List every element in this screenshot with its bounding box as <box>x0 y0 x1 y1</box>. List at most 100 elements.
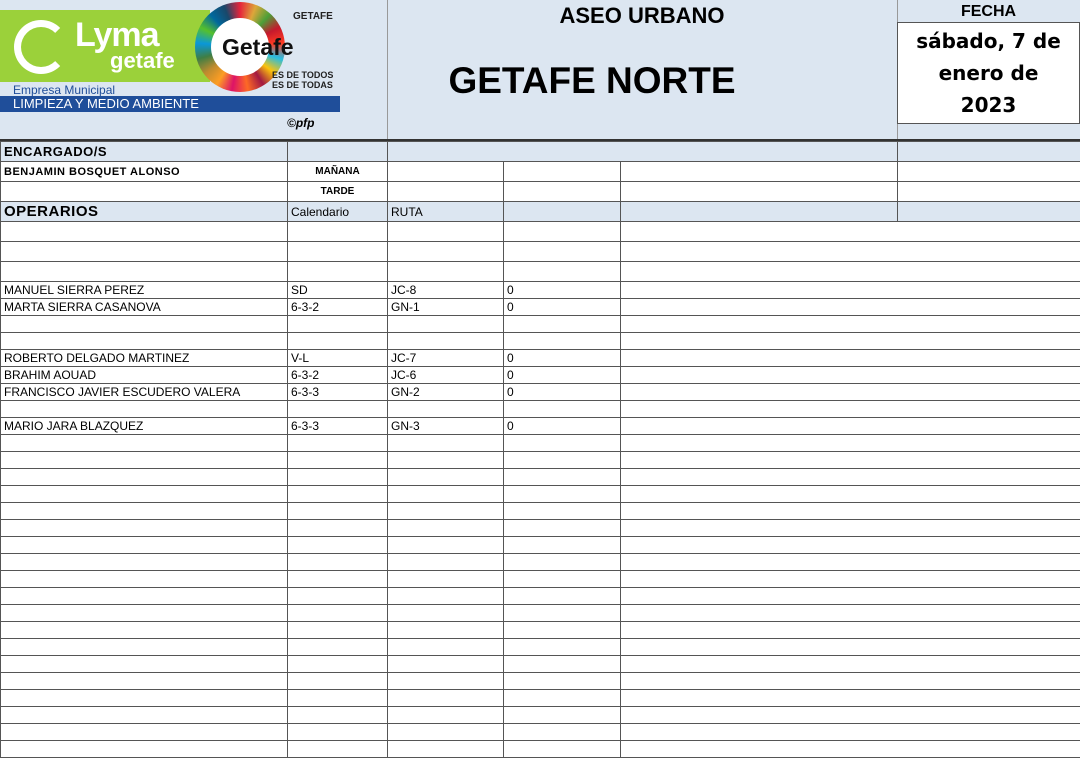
calendario-cell[interactable] <box>288 724 388 741</box>
calendario-cell[interactable] <box>288 435 388 452</box>
calendario-cell[interactable] <box>288 242 388 262</box>
ruta-cell[interactable] <box>388 452 504 469</box>
operario-name[interactable] <box>1 588 288 605</box>
encargado-name[interactable]: BENJAMIN BOSQUET ALONSO <box>1 162 288 182</box>
notes-cell[interactable] <box>621 282 1080 299</box>
notes-cell[interactable] <box>621 605 1080 622</box>
value-cell[interactable] <box>504 520 621 537</box>
operario-name[interactable] <box>1 571 288 588</box>
notes-cell[interactable] <box>621 299 1080 316</box>
calendario-cell[interactable] <box>288 707 388 724</box>
ruta-cell[interactable] <box>388 537 504 554</box>
calendario-cell[interactable] <box>288 605 388 622</box>
calendario-cell[interactable] <box>288 486 388 503</box>
ruta-cell[interactable] <box>388 571 504 588</box>
value-cell[interactable] <box>504 222 621 242</box>
calendario-cell[interactable] <box>288 503 388 520</box>
calendario-cell[interactable] <box>288 622 388 639</box>
calendario-cell[interactable] <box>288 656 388 673</box>
calendario-cell[interactable] <box>288 520 388 537</box>
operario-name[interactable]: MARTA SIERRA CASANOVA <box>1 299 288 316</box>
notes-cell[interactable] <box>621 401 1080 418</box>
calendario-cell[interactable]: 6-3-2 <box>288 367 388 384</box>
notes-cell[interactable] <box>621 673 1080 690</box>
ruta-cell[interactable]: GN-3 <box>388 418 504 435</box>
ruta-cell[interactable] <box>388 262 504 282</box>
operario-name[interactable] <box>1 242 288 262</box>
notes-cell[interactable] <box>621 537 1080 554</box>
notes-cell[interactable] <box>621 741 1080 758</box>
value-cell[interactable] <box>504 707 621 724</box>
notes-cell[interactable] <box>621 503 1080 520</box>
operario-name[interactable]: BRAHIM AOUAD <box>1 367 288 384</box>
notes-cell[interactable] <box>621 486 1080 503</box>
calendario-cell[interactable] <box>288 537 388 554</box>
operario-name[interactable] <box>1 401 288 418</box>
notes-cell[interactable] <box>621 690 1080 707</box>
operario-name[interactable] <box>1 452 288 469</box>
ruta-cell[interactable] <box>388 242 504 262</box>
notes-cell[interactable] <box>621 316 1080 333</box>
ruta-cell[interactable] <box>388 605 504 622</box>
notes-cell[interactable] <box>621 622 1080 639</box>
ruta-cell[interactable] <box>388 724 504 741</box>
value-cell[interactable] <box>504 622 621 639</box>
notes-cell[interactable] <box>621 639 1080 656</box>
ruta-cell[interactable] <box>388 622 504 639</box>
value-cell[interactable] <box>504 486 621 503</box>
notes-cell[interactable] <box>621 707 1080 724</box>
value-cell[interactable]: 0 <box>504 418 621 435</box>
notes-cell[interactable] <box>621 242 1080 262</box>
calendario-cell[interactable] <box>288 588 388 605</box>
calendario-cell[interactable] <box>288 690 388 707</box>
operario-name[interactable] <box>1 622 288 639</box>
ruta-cell[interactable] <box>388 316 504 333</box>
ruta-cell[interactable] <box>388 588 504 605</box>
notes-cell[interactable] <box>621 333 1080 350</box>
ruta-cell[interactable]: JC-6 <box>388 367 504 384</box>
calendario-cell[interactable] <box>288 262 388 282</box>
value-cell[interactable] <box>504 262 621 282</box>
value-cell[interactable]: 0 <box>504 299 621 316</box>
calendario-cell[interactable] <box>288 639 388 656</box>
notes-cell[interactable] <box>621 469 1080 486</box>
ruta-cell[interactable] <box>388 707 504 724</box>
value-cell[interactable] <box>504 605 621 622</box>
operario-name[interactable]: ROBERTO DELGADO MARTINEZ <box>1 350 288 367</box>
notes-cell[interactable] <box>621 222 1080 242</box>
value-cell[interactable] <box>504 639 621 656</box>
calendario-cell[interactable]: V-L <box>288 350 388 367</box>
calendario-cell[interactable] <box>288 469 388 486</box>
operario-name[interactable]: FRANCISCO JAVIER ESCUDERO VALERA <box>1 384 288 401</box>
operario-name[interactable]: MARIO JARA BLAZQUEZ <box>1 418 288 435</box>
calendario-cell[interactable] <box>288 571 388 588</box>
value-cell[interactable]: 0 <box>504 384 621 401</box>
value-cell[interactable] <box>504 242 621 262</box>
ruta-cell[interactable] <box>388 741 504 758</box>
value-cell[interactable] <box>504 316 621 333</box>
calendario-cell[interactable]: 6-3-3 <box>288 418 388 435</box>
value-cell[interactable] <box>504 656 621 673</box>
operario-name[interactable] <box>1 707 288 724</box>
operario-name[interactable] <box>1 520 288 537</box>
operario-name[interactable] <box>1 605 288 622</box>
notes-cell[interactable] <box>621 262 1080 282</box>
notes-cell[interactable] <box>621 588 1080 605</box>
operario-name[interactable] <box>1 554 288 571</box>
value-cell[interactable] <box>504 554 621 571</box>
ruta-cell[interactable] <box>388 435 504 452</box>
notes-cell[interactable] <box>621 367 1080 384</box>
notes-cell[interactable] <box>621 724 1080 741</box>
value-cell[interactable] <box>504 435 621 452</box>
value-cell[interactable] <box>504 724 621 741</box>
operario-name[interactable] <box>1 673 288 690</box>
ruta-cell[interactable] <box>388 690 504 707</box>
fecha-value[interactable]: sábado, 7 de enero de 2023 <box>897 22 1080 124</box>
ruta-cell[interactable] <box>388 503 504 520</box>
calendario-cell[interactable] <box>288 452 388 469</box>
notes-cell[interactable] <box>621 554 1080 571</box>
calendario-cell[interactable] <box>288 316 388 333</box>
ruta-cell[interactable] <box>388 520 504 537</box>
operario-name[interactable] <box>1 724 288 741</box>
operario-name[interactable] <box>1 741 288 758</box>
